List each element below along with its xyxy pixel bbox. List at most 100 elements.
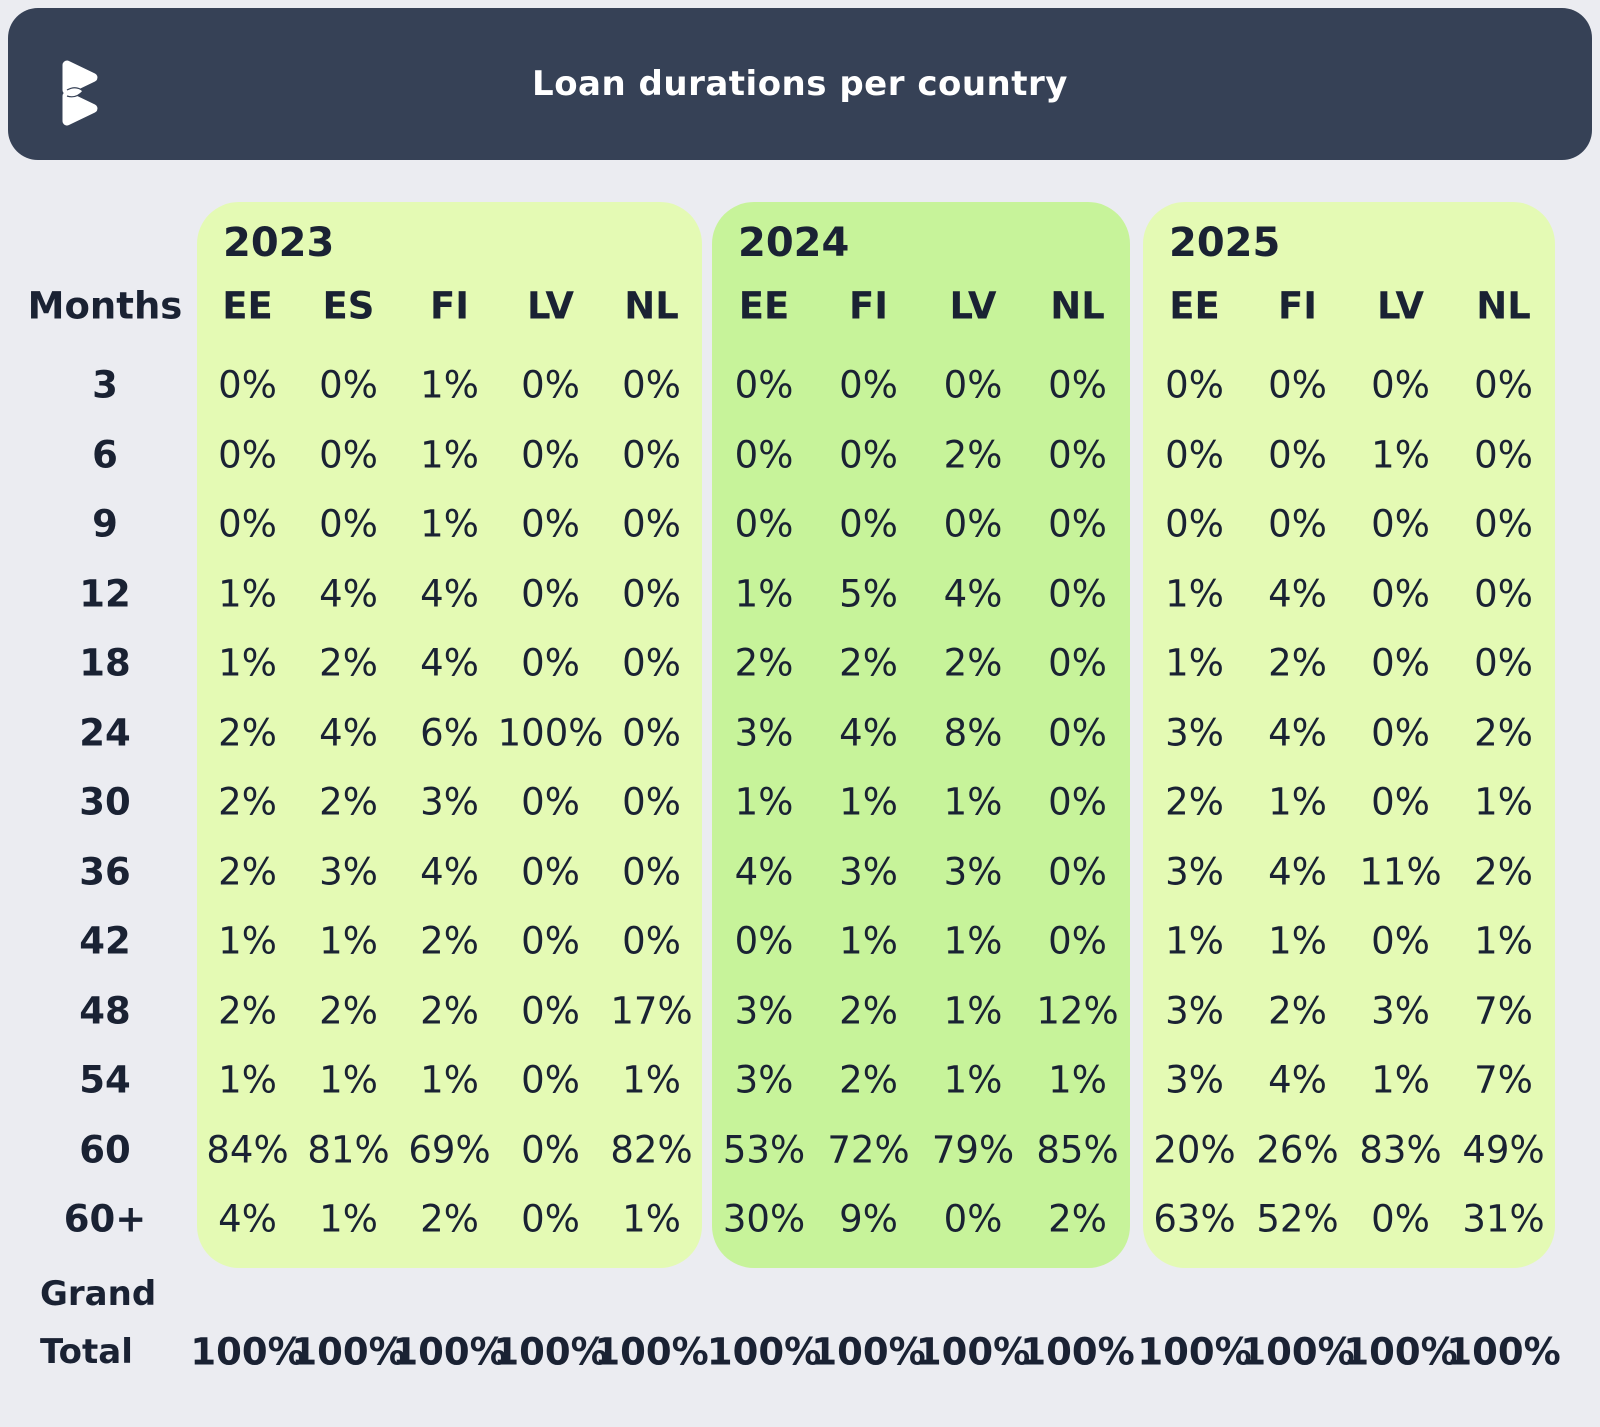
cell-2024-EE-60+: 30% — [722, 1197, 806, 1241]
cell-2024-FI-60+: 9% — [839, 1197, 898, 1241]
cell-2023-FI-36: 4% — [420, 850, 479, 893]
cell-2023-EE-48: 2% — [218, 989, 277, 1032]
cell-2024-FI-30: 1% — [839, 780, 898, 824]
cell-2024-EE-48: 3% — [734, 989, 794, 1032]
cell-2024-LV-54: 1% — [943, 1058, 1003, 1102]
cell-2025-FI-48: 2% — [1268, 989, 1327, 1032]
cell-2025-EE-6: 0% — [1165, 433, 1224, 476]
cell-2024-NL-54: 1% — [1048, 1058, 1107, 1102]
cell-2025-LV-60+: 0% — [1371, 1197, 1430, 1241]
cell-2023-LV-18: 0% — [521, 641, 580, 685]
cell-2023-ES-36: 3% — [319, 850, 378, 893]
cell-2023-LV-30: 0% — [521, 780, 580, 824]
cell-2025-EE-42: 1% — [1165, 919, 1224, 963]
cell-2023-ES-18: 2% — [319, 641, 378, 685]
cell-2023-EE-36: 2% — [218, 850, 277, 893]
cell-2024-EE-42: 0% — [734, 919, 794, 963]
cell-2025-FI-24: 4% — [1268, 711, 1327, 754]
country-header-2025-NL: NL — [1476, 284, 1531, 328]
grand-total-cell-2023-EE: 100% — [190, 1330, 305, 1374]
country-header-2024-EE: EE — [738, 284, 790, 328]
cell-2024-LV-12: 4% — [943, 572, 1003, 615]
country-header-2023-NL: NL — [624, 284, 679, 328]
cell-2023-NL-6: 0% — [622, 433, 681, 476]
cell-2024-NL-42: 0% — [1048, 919, 1107, 963]
cell-2023-FI-30: 3% — [420, 780, 479, 824]
cell-2024-NL-60+: 2% — [1048, 1197, 1107, 1241]
cell-2025-FI-18: 2% — [1268, 641, 1327, 685]
cell-2023-FI-60: 69% — [408, 1128, 491, 1171]
cell-2025-EE-48: 3% — [1165, 989, 1224, 1032]
year-panel-2025: 2025 — [1143, 202, 1555, 1268]
cell-2023-LV-60+: 0% — [521, 1197, 580, 1241]
cell-2025-LV-3: 0% — [1371, 363, 1430, 407]
grand-total-cell-2023-LV: 100% — [493, 1330, 608, 1374]
cell-2025-LV-9: 0% — [1371, 502, 1430, 546]
cell-2025-EE-24: 3% — [1165, 711, 1224, 754]
grand-total-cell-2025-FI: 100% — [1240, 1330, 1355, 1374]
cell-2024-FI-36: 3% — [839, 850, 898, 893]
cell-2025-LV-12: 0% — [1371, 572, 1430, 615]
country-header-2025-FI: FI — [1277, 284, 1318, 328]
month-row-label-36: 36 — [79, 850, 131, 893]
cell-2023-NL-24: 0% — [622, 711, 681, 754]
cell-2023-EE-18: 1% — [218, 641, 277, 685]
cell-2024-EE-9: 0% — [734, 502, 794, 546]
cell-2024-LV-60+: 0% — [943, 1197, 1003, 1241]
year-label-2025: 2025 — [1169, 220, 1281, 266]
grand-total-cell-2023-ES: 100% — [291, 1330, 406, 1374]
cell-2023-EE-12: 1% — [218, 572, 277, 615]
cell-2024-LV-6: 2% — [943, 433, 1003, 476]
cell-2024-FI-3: 0% — [839, 363, 898, 407]
cell-2023-EE-60: 84% — [206, 1128, 289, 1171]
cell-2023-LV-6: 0% — [521, 433, 580, 476]
cell-2023-ES-24: 4% — [319, 711, 378, 754]
cell-2023-EE-3: 0% — [218, 363, 277, 407]
cell-2025-LV-48: 3% — [1371, 989, 1430, 1032]
cell-2023-ES-9: 0% — [319, 502, 378, 546]
month-row-label-48: 48 — [79, 989, 131, 1032]
month-row-label-60+: 60+ — [63, 1197, 147, 1241]
cell-2023-FI-18: 4% — [420, 641, 479, 685]
cell-2024-LV-3: 0% — [943, 363, 1003, 407]
cell-2024-LV-9: 0% — [943, 502, 1003, 546]
grand-total-cell-2023-NL: 100% — [594, 1330, 709, 1374]
cell-2024-FI-24: 4% — [839, 711, 898, 754]
cell-2025-EE-54: 3% — [1165, 1058, 1224, 1102]
cell-2025-NL-9: 0% — [1474, 502, 1533, 546]
month-row-label-54: 54 — [79, 1058, 131, 1102]
cell-2024-NL-6: 0% — [1048, 433, 1107, 476]
cell-2025-FI-60: 26% — [1256, 1128, 1339, 1171]
cell-2025-NL-36: 2% — [1474, 850, 1533, 893]
cell-2023-LV-42: 0% — [521, 919, 580, 963]
country-header-2023-EE: EE — [222, 284, 273, 328]
country-header-2024-NL: NL — [1050, 284, 1105, 328]
cell-2023-NL-36: 0% — [622, 850, 681, 893]
cell-2023-LV-3: 0% — [521, 363, 580, 407]
country-header-2023-LV: LV — [526, 284, 575, 328]
cell-2024-NL-9: 0% — [1048, 502, 1107, 546]
cell-2023-EE-42: 1% — [218, 919, 277, 963]
cell-2023-FI-3: 1% — [420, 363, 479, 407]
cell-2025-FI-30: 1% — [1268, 780, 1327, 824]
cell-2025-FI-36: 4% — [1268, 850, 1327, 893]
cell-2024-EE-60: 53% — [722, 1128, 806, 1171]
cell-2024-EE-3: 0% — [734, 363, 794, 407]
cell-2025-LV-54: 1% — [1371, 1058, 1430, 1102]
cell-2025-EE-60+: 63% — [1153, 1197, 1236, 1241]
cell-2023-NL-30: 0% — [622, 780, 681, 824]
cell-2025-FI-60+: 52% — [1256, 1197, 1339, 1241]
cell-2024-FI-12: 5% — [839, 572, 898, 615]
cell-2024-FI-60: 72% — [827, 1128, 910, 1171]
cell-2024-LV-24: 8% — [943, 711, 1003, 754]
cell-2025-NL-42: 1% — [1474, 919, 1533, 963]
cell-2024-EE-36: 4% — [734, 850, 794, 893]
bondora-logo-icon — [62, 60, 98, 126]
cell-2023-FI-9: 1% — [420, 502, 479, 546]
month-row-label-18: 18 — [79, 641, 131, 685]
cell-2023-ES-60: 81% — [307, 1128, 390, 1171]
cell-2025-FI-6: 0% — [1268, 433, 1327, 476]
months-header-label: Months — [27, 284, 183, 328]
cell-2023-FI-42: 2% — [420, 919, 479, 963]
cell-2023-NL-48: 17% — [610, 989, 693, 1032]
